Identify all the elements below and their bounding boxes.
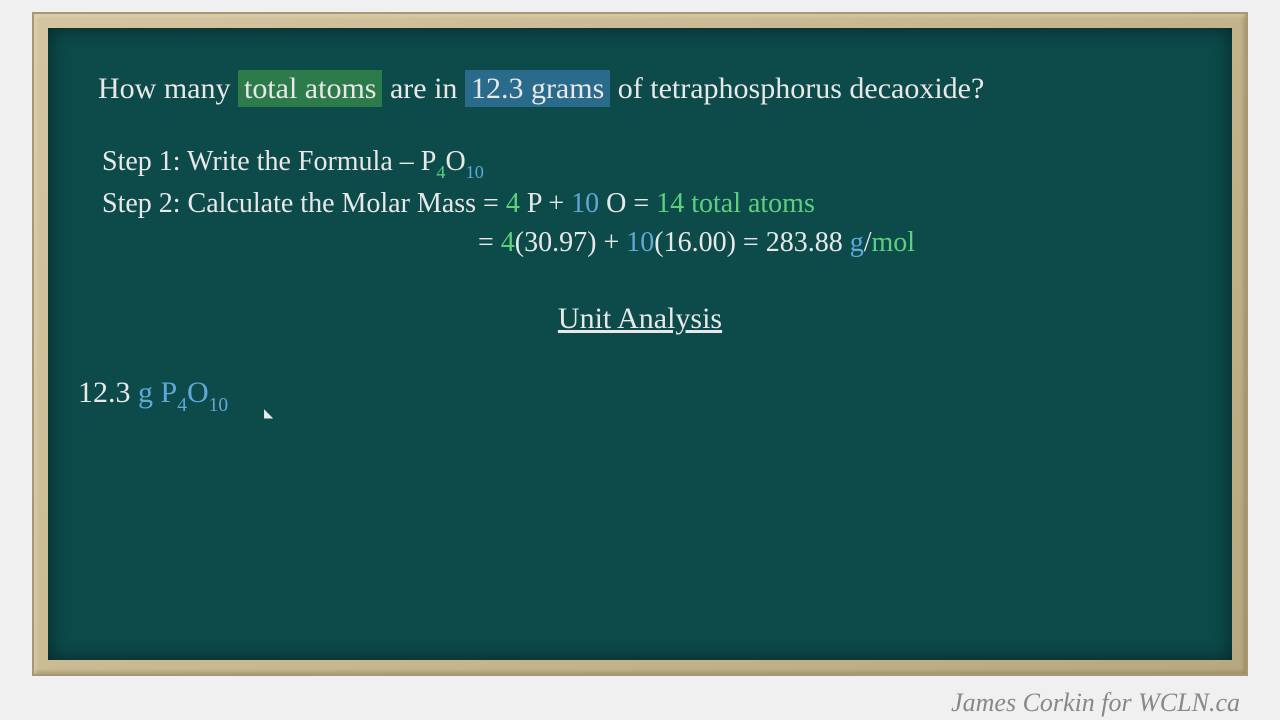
unit-mol: mol: [871, 227, 915, 258]
step1-label: Step 1: Write the Formula –: [102, 146, 421, 177]
formula-o: O: [445, 146, 465, 177]
analysis-p-sub: 4: [177, 395, 187, 416]
step1-row: Step 1: Write the Formula – P4O10: [102, 142, 1182, 184]
formula-o-sub: 10: [466, 162, 484, 182]
section-title: Unit Analysis: [98, 302, 1182, 336]
question-prefix: How many: [98, 72, 238, 105]
question-suffix: of tetraphosphorus decaoxide?: [610, 72, 984, 105]
step2-row1: Step 2: Calculate the Molar Mass = 4 P +…: [102, 184, 1182, 223]
o-calc-n: 10: [626, 227, 654, 258]
analysis-o: O: [187, 376, 209, 409]
unit-analysis-line: 12.3 g P4O10: [78, 376, 1182, 415]
analysis-p: P: [161, 376, 178, 409]
total-atoms: 14 total atoms: [656, 188, 815, 219]
o-count: 10: [571, 188, 599, 219]
p-label: P: [520, 188, 542, 219]
step2-label: Step 2: Calculate the Molar Mass =: [102, 188, 506, 219]
step2-row2: = 4(30.97) + 10(16.00) = 283.88 g/mol: [478, 223, 1182, 262]
p-calc-n: 4: [501, 227, 515, 258]
chalkboard: How many total atoms are in 12.3 grams o…: [48, 28, 1232, 660]
analysis-value: 12.3: [78, 376, 138, 409]
formula-p-sub: 4: [436, 162, 445, 182]
cursor-icon: ◣: [264, 406, 273, 421]
o-calc: (16.00) = 283.88: [654, 227, 849, 258]
analysis-space: [153, 376, 161, 409]
plus1: +: [541, 188, 571, 219]
formula-p: P: [421, 146, 437, 177]
question-mid: are in: [382, 72, 464, 105]
p-calc: (30.97) +: [515, 227, 626, 258]
chalkboard-frame: How many total atoms are in 12.3 grams o…: [32, 12, 1248, 676]
unit-g: g: [850, 227, 864, 258]
p-count: 4: [506, 188, 520, 219]
analysis-o-sub: 10: [209, 395, 229, 416]
eq1: =: [626, 188, 656, 219]
line2-eq: =: [478, 227, 501, 258]
credit-text: James Corkin for WCLN.ca: [951, 688, 1240, 718]
analysis-g: g: [138, 376, 153, 409]
highlight-total-atoms: total atoms: [238, 70, 382, 107]
question-text: How many total atoms are in 12.3 grams o…: [98, 68, 1182, 110]
highlight-grams: 12.3 grams: [465, 70, 610, 107]
o-label: O: [599, 188, 626, 219]
